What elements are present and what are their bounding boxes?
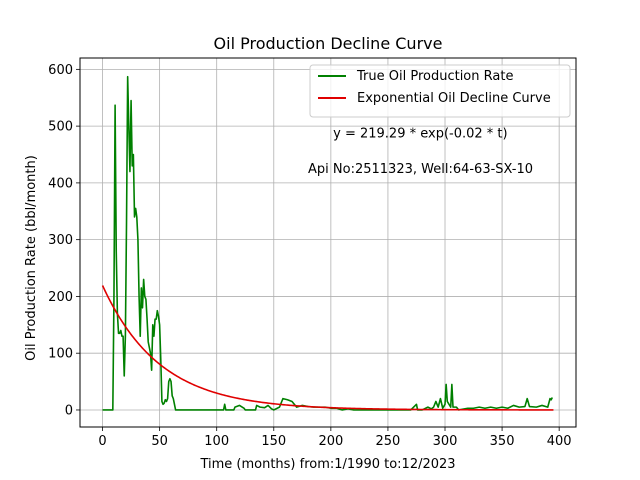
legend-label-exponential-curve: Exponential Oil Decline Curve (357, 91, 551, 106)
legend-label-true-rate: True Oil Production Rate (356, 69, 513, 84)
x-tick-label: 250 (376, 434, 401, 449)
legend-box (309, 64, 571, 118)
well-info-annotation: Api No:2511323, Well:64-63-SX-10 (308, 162, 533, 177)
x-tick-label: 400 (547, 434, 572, 449)
axes-frame (79, 57, 577, 428)
y-axis-label: Oil Production Rate (bbl/month) (24, 155, 39, 361)
y-tick-label: 500 (48, 120, 73, 135)
y-tick-label: 400 (48, 176, 73, 191)
axis-ticks: 0 50 100 150 200 250 300 350 400 0 100 200 300 400 500… (48, 63, 571, 449)
x-axis-label: Time (months) from:1/1990 to:12/2023 (199, 457, 455, 472)
y-tick-label: 600 (48, 63, 73, 78)
plot-series (101, 75, 554, 411)
equation-annotation: y = 219.29 * exp(-0.02 * t) (333, 126, 507, 141)
legend: True Oil Production Rate Exponential Oil… (309, 64, 571, 118)
series-true-oil-production-rate (102, 75, 554, 411)
x-tick-label: 350 (490, 434, 515, 449)
x-tick-label: 100 (204, 434, 229, 449)
x-tick-label: 50 (151, 434, 168, 449)
chart-title: Oil Production Decline Curve (214, 34, 443, 53)
series-exponential-oil-decline-curve (101, 285, 554, 411)
x-tick-label: 150 (261, 434, 286, 449)
x-tick-label: 0 (98, 434, 106, 449)
x-tick-label: 300 (433, 434, 458, 449)
x-tick-label: 200 (318, 434, 343, 449)
y-tick-label: 300 (48, 233, 73, 248)
y-tick-label: 100 (48, 347, 73, 362)
y-tick-label: 0 (65, 403, 73, 418)
annotations: y = 219.29 * exp(-0.02 * t) Api No:251132… (308, 126, 533, 177)
y-tick-label: 200 (48, 290, 73, 305)
